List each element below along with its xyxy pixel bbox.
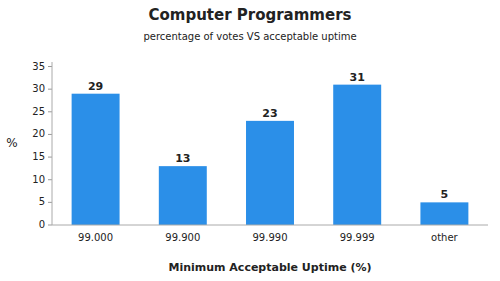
y-tick-label: 25 [32, 106, 45, 117]
x-axis-label: Minimum Acceptable Uptime (%) [168, 261, 371, 274]
y-tick [48, 179, 52, 180]
y-tick [48, 134, 52, 135]
data-label: 31 [350, 71, 365, 84]
subtitle: percentage of votes VS acceptable uptime [143, 31, 356, 42]
x-axis: 99.000 99.900 99.990 99.999 other [78, 232, 459, 243]
data-label: 13 [175, 152, 190, 165]
data-label: 5 [441, 188, 449, 201]
y-tick [48, 89, 52, 90]
y-tick [48, 157, 52, 158]
bar [159, 166, 207, 225]
y-tick-label: 5 [39, 196, 45, 207]
bar [333, 85, 381, 225]
x-tick-label: 99.999 [340, 232, 375, 243]
x-tick-label: 99.000 [78, 232, 113, 243]
y-tick-label: 10 [32, 174, 45, 185]
data-label: 23 [262, 107, 277, 120]
data-label: 29 [88, 80, 103, 93]
y-tick-label: 35 [32, 61, 45, 72]
bar [420, 202, 468, 225]
y-tick-label: 30 [32, 83, 45, 94]
title: Computer Programmers [148, 6, 351, 24]
x-tick-label: other [431, 232, 459, 243]
bar [72, 94, 120, 225]
y-tick [48, 111, 52, 112]
bars [72, 85, 469, 225]
y-axis-label: % [6, 136, 17, 150]
y-tick-label: 0 [39, 219, 45, 230]
y-axis-line [52, 62, 53, 225]
data-labels: 29 13 23 31 5 [88, 71, 448, 202]
y-axis: 0 5 10 15 20 25 30 35 [32, 61, 52, 230]
chart-container: Computer Programmers percentage of votes … [0, 0, 500, 281]
x-tick-label: 99.900 [165, 232, 200, 243]
y-tick [48, 202, 52, 203]
y-tick-label: 15 [32, 151, 45, 162]
x-axis-line [52, 225, 488, 226]
bar [246, 121, 294, 225]
y-tick [48, 66, 52, 67]
x-tick-label: 99.990 [253, 232, 288, 243]
y-tick [48, 225, 52, 226]
chart-svg: Computer Programmers percentage of votes … [0, 0, 500, 281]
y-tick-label: 20 [32, 128, 45, 139]
